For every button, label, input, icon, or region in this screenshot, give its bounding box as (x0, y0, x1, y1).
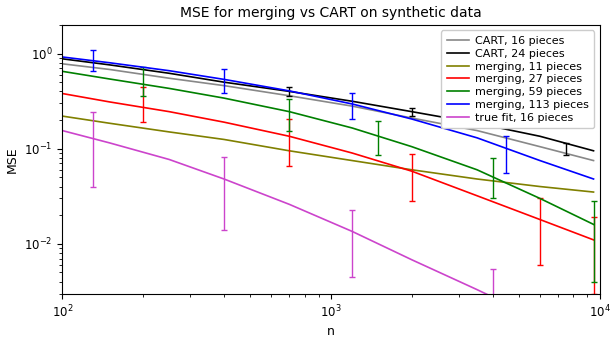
CART, 16 pieces (166, 76, 173, 80)
merging, 11 pieces (166, 130, 173, 134)
merging, 59 pieces (166, 86, 173, 90)
merging, 113 pieces (408, 117, 415, 121)
CART, 16 pieces (286, 94, 293, 98)
true fit, 16 pieces (408, 258, 415, 262)
true fit, 16 pieces (286, 202, 293, 206)
Line: merging, 59 pieces: merging, 59 pieces (62, 71, 594, 224)
CART, 16 pieces (590, 159, 598, 163)
CART, 24 pieces (286, 89, 293, 94)
Legend: CART, 16 pieces, CART, 24 pieces, merging, 11 pieces, merging, 27 pieces, mergin: CART, 16 pieces, CART, 24 pieces, mergin… (441, 31, 594, 128)
CART, 16 pieces (537, 144, 544, 149)
Line: CART, 16 pieces: CART, 16 pieces (62, 64, 594, 161)
true fit, 16 pieces (537, 318, 544, 322)
merging, 11 pieces (59, 114, 66, 118)
true fit, 16 pieces (221, 177, 228, 181)
CART, 24 pieces (590, 149, 598, 153)
CART, 24 pieces (473, 121, 480, 125)
merging, 113 pieces (349, 102, 356, 106)
true fit, 16 pieces (473, 288, 480, 292)
merging, 59 pieces (349, 126, 356, 130)
merging, 11 pieces (408, 168, 415, 172)
CART, 16 pieces (59, 62, 66, 66)
merging, 59 pieces (590, 222, 598, 226)
Line: CART, 24 pieces: CART, 24 pieces (62, 59, 594, 151)
merging, 11 pieces (473, 177, 480, 181)
CART, 16 pieces (473, 129, 480, 133)
true fit, 16 pieces (166, 158, 173, 162)
merging, 27 pieces (286, 134, 293, 138)
merging, 11 pieces (286, 149, 293, 153)
merging, 59 pieces (473, 168, 480, 172)
true fit, 16 pieces (590, 341, 598, 344)
CART, 24 pieces (537, 134, 544, 138)
true fit, 16 pieces (106, 141, 113, 145)
Line: merging, 27 pieces: merging, 27 pieces (62, 94, 594, 240)
true fit, 16 pieces (59, 129, 66, 133)
Y-axis label: MSE: MSE (6, 146, 18, 173)
CART, 24 pieces (349, 99, 356, 103)
merging, 27 pieces (537, 217, 544, 222)
CART, 24 pieces (59, 57, 66, 61)
merging, 27 pieces (349, 151, 356, 155)
merging, 113 pieces (473, 136, 480, 140)
Line: merging, 11 pieces: merging, 11 pieces (62, 116, 594, 192)
Title: MSE for merging vs CART on synthetic data: MSE for merging vs CART on synthetic dat… (180, 6, 482, 20)
merging, 113 pieces (537, 159, 544, 163)
merging, 11 pieces (537, 184, 544, 189)
CART, 24 pieces (408, 110, 415, 114)
merging, 11 pieces (349, 159, 356, 163)
X-axis label: n: n (327, 325, 335, 338)
merging, 113 pieces (106, 61, 113, 65)
merging, 113 pieces (286, 89, 293, 93)
merging, 113 pieces (590, 177, 598, 181)
merging, 11 pieces (221, 137, 228, 141)
CART, 24 pieces (106, 63, 113, 67)
Line: merging, 113 pieces: merging, 113 pieces (62, 57, 594, 179)
merging, 27 pieces (106, 100, 113, 104)
CART, 24 pieces (221, 80, 228, 84)
Line: true fit, 16 pieces: true fit, 16 pieces (62, 131, 594, 343)
CART, 16 pieces (221, 84, 228, 88)
merging, 59 pieces (59, 69, 66, 73)
CART, 16 pieces (106, 67, 113, 72)
CART, 24 pieces (166, 71, 173, 75)
merging, 11 pieces (106, 121, 113, 125)
CART, 16 pieces (349, 104, 356, 108)
merging, 113 pieces (166, 69, 173, 73)
merging, 27 pieces (166, 110, 173, 114)
merging, 27 pieces (590, 238, 598, 242)
merging, 11 pieces (590, 190, 598, 194)
CART, 16 pieces (408, 116, 415, 120)
merging, 59 pieces (286, 110, 293, 114)
merging, 113 pieces (221, 77, 228, 82)
merging, 59 pieces (408, 144, 415, 149)
true fit, 16 pieces (349, 229, 356, 234)
merging, 59 pieces (537, 196, 544, 201)
merging, 27 pieces (221, 120, 228, 124)
merging, 27 pieces (59, 92, 66, 96)
merging, 27 pieces (408, 169, 415, 173)
merging, 59 pieces (106, 77, 113, 81)
merging, 113 pieces (59, 55, 66, 59)
merging, 59 pieces (221, 96, 228, 100)
merging, 27 pieces (473, 194, 480, 198)
